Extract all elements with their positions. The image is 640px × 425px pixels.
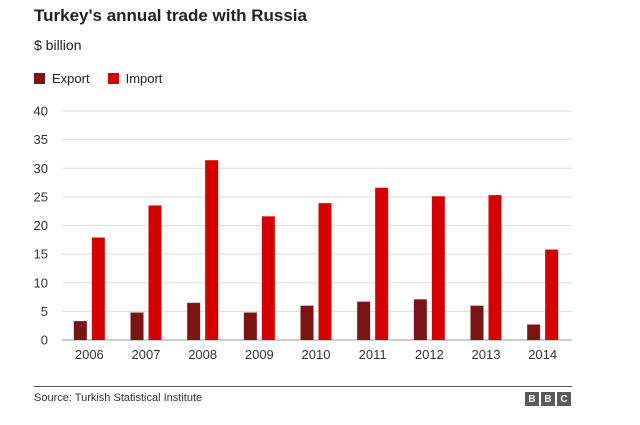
legend-swatch-export [34, 72, 45, 84]
source-note: Source: Turkish Statistical Institute [34, 392, 203, 404]
bar-export-2008 [187, 302, 201, 340]
logo-letter: B [525, 392, 539, 406]
bar-import-2011 [375, 187, 389, 340]
chart-legend: Export Import [34, 69, 180, 87]
y-tick-label: 40 [34, 104, 48, 119]
bar-export-2006 [73, 321, 87, 340]
y-tick-label: 35 [34, 132, 48, 147]
bar-import-2008 [205, 160, 219, 340]
bar-import-2006 [91, 237, 105, 340]
bar-export-2012 [413, 299, 427, 340]
x-tick-label: 2013 [472, 347, 501, 362]
y-tick-label: 30 [34, 161, 48, 176]
x-tick-label: 2009 [245, 347, 274, 362]
bar-export-2011 [357, 301, 371, 340]
logo-letter: C [557, 392, 571, 406]
x-tick-label: 2007 [132, 347, 161, 362]
y-tick-label: 15 [34, 247, 48, 262]
y-tick-label: 10 [34, 275, 48, 290]
chart-subtitle: $ billion [34, 37, 82, 53]
x-tick-label: 2008 [188, 347, 217, 362]
x-tick-label: 2012 [415, 347, 444, 362]
source-divider [34, 386, 572, 387]
bar-import-2007 [148, 205, 162, 340]
chart-title: Turkey's annual trade with Russia [34, 6, 307, 25]
y-tick-label: 0 [41, 333, 48, 348]
bar-import-2009 [261, 216, 275, 340]
x-tick-label: 2010 [302, 347, 331, 362]
y-tick-label: 20 [34, 218, 48, 233]
legend-label-import: Import [125, 70, 163, 86]
x-tick-label: 2006 [75, 347, 104, 362]
bar-import-2012 [431, 196, 445, 340]
bar-export-2010 [300, 305, 314, 340]
bar-import-2013 [488, 195, 502, 340]
bbc-logo: B B C [525, 392, 571, 406]
bar-export-2007 [130, 312, 144, 340]
bar-export-2014 [527, 324, 541, 340]
y-tick-label: 5 [41, 304, 48, 319]
bar-export-2013 [470, 305, 484, 340]
logo-letter: B [541, 392, 555, 406]
x-tick-label: 2014 [528, 347, 557, 362]
x-tick-label: 2011 [359, 347, 387, 362]
legend-label-export: Export [52, 70, 90, 86]
bar-import-2010 [318, 203, 332, 340]
y-tick-label: 25 [34, 189, 48, 204]
bar-import-2014 [545, 249, 559, 340]
bar-export-2009 [243, 312, 257, 340]
legend-item-export: Export [34, 71, 90, 86]
legend-item-import: Import [107, 70, 163, 86]
legend-swatch-import [107, 72, 119, 84]
